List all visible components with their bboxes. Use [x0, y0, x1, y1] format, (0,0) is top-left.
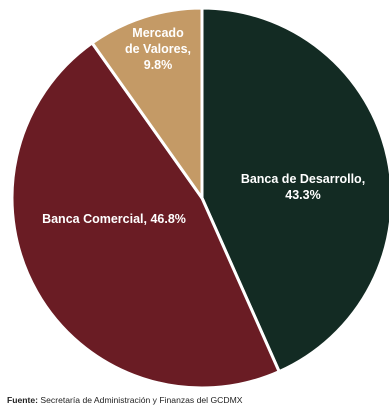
slice-label-line: 9.8%	[144, 58, 173, 72]
pie-slice	[90, 6, 204, 200]
slice-label: Banca de Desarrollo, 43.3%	[241, 172, 365, 202]
source-note: Fuente: Secretaría de Administración y F…	[7, 395, 242, 405]
slice-label-line: Mercado	[132, 26, 184, 40]
slice-label: Banca Comercial, 46.8%	[42, 212, 186, 226]
slice-label-line: Banca de Desarrollo,	[241, 172, 365, 186]
source-label: Fuente:	[7, 395, 39, 405]
slice-label: Mercado de Valores, 9.8%	[125, 26, 191, 72]
pie-slice	[200, 6, 389, 374]
slice-label-line: 43.3%	[285, 188, 320, 202]
slice-label-line: Banca Comercial, 46.8%	[42, 212, 186, 226]
pie-slices	[10, 6, 389, 390]
pie-slice	[10, 41, 281, 390]
slice-label-line: de Valores,	[125, 42, 191, 56]
pie-labels: Banca de Desarrollo, 43.3% Banca Comercial…	[42, 26, 365, 226]
source-text: Secretaría de Administración y Finanzas …	[40, 395, 243, 405]
